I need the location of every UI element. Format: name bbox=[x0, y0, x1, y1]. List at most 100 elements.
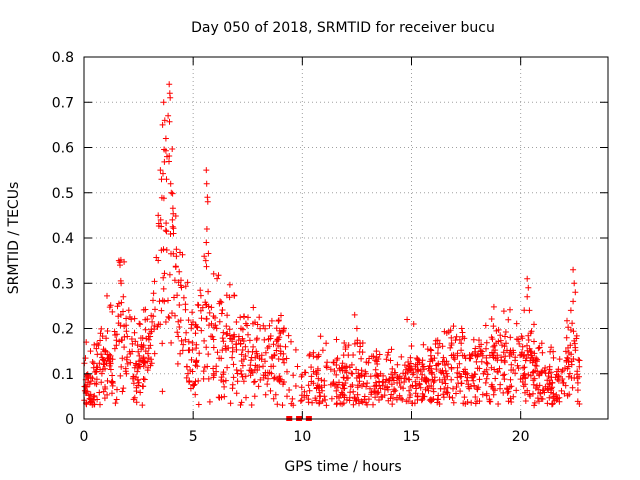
data-point bbox=[363, 359, 370, 366]
data-point bbox=[399, 396, 406, 403]
data-point bbox=[226, 326, 233, 333]
data-point bbox=[189, 339, 196, 346]
data-point bbox=[489, 349, 495, 356]
data-point bbox=[502, 333, 508, 340]
data-point bbox=[468, 399, 475, 406]
data-point bbox=[97, 337, 104, 344]
data-point bbox=[288, 400, 295, 407]
data-point bbox=[137, 335, 144, 342]
data-point bbox=[130, 380, 137, 387]
data-point bbox=[427, 352, 434, 359]
data-point bbox=[109, 372, 116, 379]
data-point bbox=[182, 283, 189, 290]
data-point bbox=[338, 389, 345, 396]
data-point bbox=[321, 393, 328, 400]
data-point bbox=[288, 338, 294, 345]
data-point bbox=[440, 394, 447, 401]
data-point bbox=[192, 391, 199, 398]
data-point bbox=[104, 351, 111, 358]
data-point bbox=[570, 328, 577, 335]
data-point bbox=[165, 112, 172, 119]
data-point bbox=[86, 381, 93, 388]
data-point bbox=[279, 356, 286, 363]
data-point bbox=[162, 227, 169, 234]
data-point bbox=[213, 363, 220, 370]
data-point bbox=[527, 330, 534, 337]
data-point bbox=[253, 336, 260, 343]
data-point bbox=[125, 307, 132, 314]
data-point bbox=[109, 390, 115, 397]
data-point bbox=[484, 360, 491, 367]
data-point bbox=[497, 332, 504, 339]
data-point bbox=[464, 374, 471, 381]
data-point bbox=[233, 346, 240, 353]
data-point bbox=[205, 351, 212, 358]
data-point bbox=[197, 292, 204, 299]
data-point bbox=[297, 398, 304, 404]
data-point bbox=[242, 353, 249, 359]
data-point bbox=[113, 396, 120, 403]
data-point bbox=[565, 324, 572, 331]
data-point bbox=[483, 392, 490, 399]
data-point bbox=[333, 336, 340, 343]
y-tick-label: 0.1 bbox=[52, 367, 74, 383]
data-point bbox=[351, 311, 358, 318]
data-point bbox=[531, 321, 537, 328]
data-point bbox=[367, 385, 373, 392]
data-point bbox=[491, 342, 498, 349]
data-point bbox=[490, 303, 497, 310]
data-point bbox=[556, 356, 563, 363]
data-point bbox=[457, 373, 464, 380]
data-point bbox=[274, 401, 281, 408]
data-point bbox=[385, 397, 392, 404]
data-point bbox=[218, 394, 225, 401]
data-point bbox=[519, 335, 526, 342]
data-point bbox=[448, 365, 455, 372]
data-point bbox=[123, 328, 130, 335]
data-point bbox=[198, 327, 205, 334]
data-point bbox=[558, 368, 565, 375]
data-point bbox=[178, 337, 185, 344]
data-point bbox=[239, 362, 246, 369]
data-point bbox=[354, 337, 361, 344]
data-point bbox=[169, 205, 176, 212]
data-point bbox=[128, 336, 135, 342]
data-point bbox=[144, 316, 151, 323]
data-point bbox=[280, 327, 287, 334]
data-point bbox=[308, 364, 315, 371]
data-point bbox=[111, 345, 118, 352]
data-point bbox=[398, 353, 405, 360]
data-point bbox=[155, 223, 162, 229]
data-point bbox=[229, 354, 236, 361]
data-point bbox=[340, 385, 347, 392]
data-point bbox=[294, 363, 301, 370]
data-point bbox=[203, 344, 210, 351]
data-point bbox=[271, 374, 278, 381]
data-point bbox=[237, 367, 244, 374]
data-point bbox=[567, 307, 574, 314]
data-point bbox=[99, 354, 106, 361]
data-point bbox=[136, 361, 142, 368]
data-point bbox=[530, 381, 537, 388]
data-point bbox=[98, 370, 105, 377]
data-point bbox=[262, 391, 269, 398]
data-point bbox=[216, 318, 223, 325]
data-point bbox=[488, 316, 495, 322]
data-point bbox=[376, 351, 383, 358]
data-point bbox=[220, 329, 227, 336]
data-point bbox=[560, 379, 567, 386]
data-point bbox=[233, 367, 240, 373]
data-point bbox=[453, 390, 459, 397]
data-point bbox=[500, 308, 507, 315]
data-point bbox=[94, 396, 101, 403]
data-point bbox=[306, 387, 313, 394]
data-point bbox=[115, 313, 122, 320]
data-point bbox=[429, 397, 435, 403]
data-point bbox=[247, 362, 254, 369]
data-point bbox=[241, 313, 248, 320]
data-point bbox=[363, 399, 369, 406]
y-tick-label: 0.7 bbox=[52, 95, 74, 111]
data-point bbox=[172, 312, 178, 319]
data-point bbox=[156, 298, 163, 305]
data-point bbox=[230, 374, 237, 381]
